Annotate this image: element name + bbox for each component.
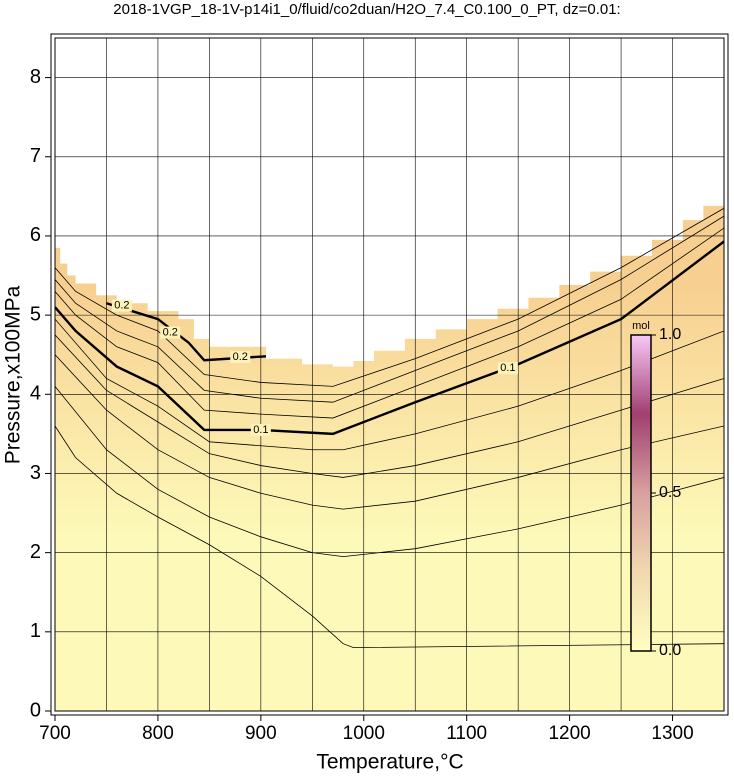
x-axis-title: Temperature,°C <box>316 751 463 774</box>
colorbar-tick-label: 0.0 <box>659 642 681 659</box>
y-tick-label: 8 <box>30 66 41 88</box>
contour-label: 0.2 <box>114 300 129 312</box>
colorbar <box>630 334 652 652</box>
frame-outer <box>50 33 729 716</box>
y-tick-label: 6 <box>30 224 41 246</box>
x-tick-label: 1000 <box>343 723 385 744</box>
y-tick-label: 4 <box>30 383 41 405</box>
y-tick-label: 5 <box>30 303 41 325</box>
contour-line <box>55 215 724 403</box>
contour-label: 0.1 <box>500 362 515 374</box>
y-tick-label: 2 <box>30 541 41 563</box>
colorbar-tick-label: 0.5 <box>659 484 681 501</box>
contour-label: 0.1 <box>253 424 268 436</box>
contour-line <box>55 334 724 478</box>
plot-area: 0.1 0.1 0.2 0.2 0.2 <box>55 38 724 711</box>
x-tick-label: 1100 <box>446 723 487 744</box>
contour-line <box>55 318 724 451</box>
contour-line <box>55 386 724 558</box>
x-tick-label: 700 <box>39 723 71 744</box>
contour-label-bg <box>250 423 271 436</box>
contour-label-bg <box>111 299 132 312</box>
contour-line <box>55 354 724 510</box>
contour-label-bg <box>160 326 181 339</box>
contour-label-bg <box>230 351 251 364</box>
contour-line <box>55 207 724 387</box>
frame-inner <box>54 37 725 712</box>
data-region <box>55 205 724 711</box>
x-tick-label: 1200 <box>548 723 590 744</box>
contour-label: 0.2 <box>163 326 178 338</box>
contour-line <box>55 227 724 419</box>
y-axis-title: Pressure,x100MPa <box>2 285 25 464</box>
contour-line <box>106 302 267 362</box>
contour-label-bg <box>497 362 518 375</box>
chart-title: 2018-1VGP_18-1V-p14i1_0/fluid/co2duan/H2… <box>113 1 620 18</box>
x-tick-label: 900 <box>245 723 277 744</box>
y-tick-label: 7 <box>30 145 41 167</box>
y-tick-label: 3 <box>30 462 41 484</box>
colorbar-tick-label: 1.0 <box>659 326 681 343</box>
contour-line <box>55 425 724 649</box>
contour-label: 0.2 <box>233 351 248 363</box>
colorbar-title: mol <box>632 320 650 332</box>
x-tick-label: 800 <box>142 723 174 744</box>
y-tick-label: 0 <box>30 699 41 721</box>
x-tick-label: 1300 <box>651 723 693 744</box>
y-tick-label: 1 <box>30 620 41 642</box>
